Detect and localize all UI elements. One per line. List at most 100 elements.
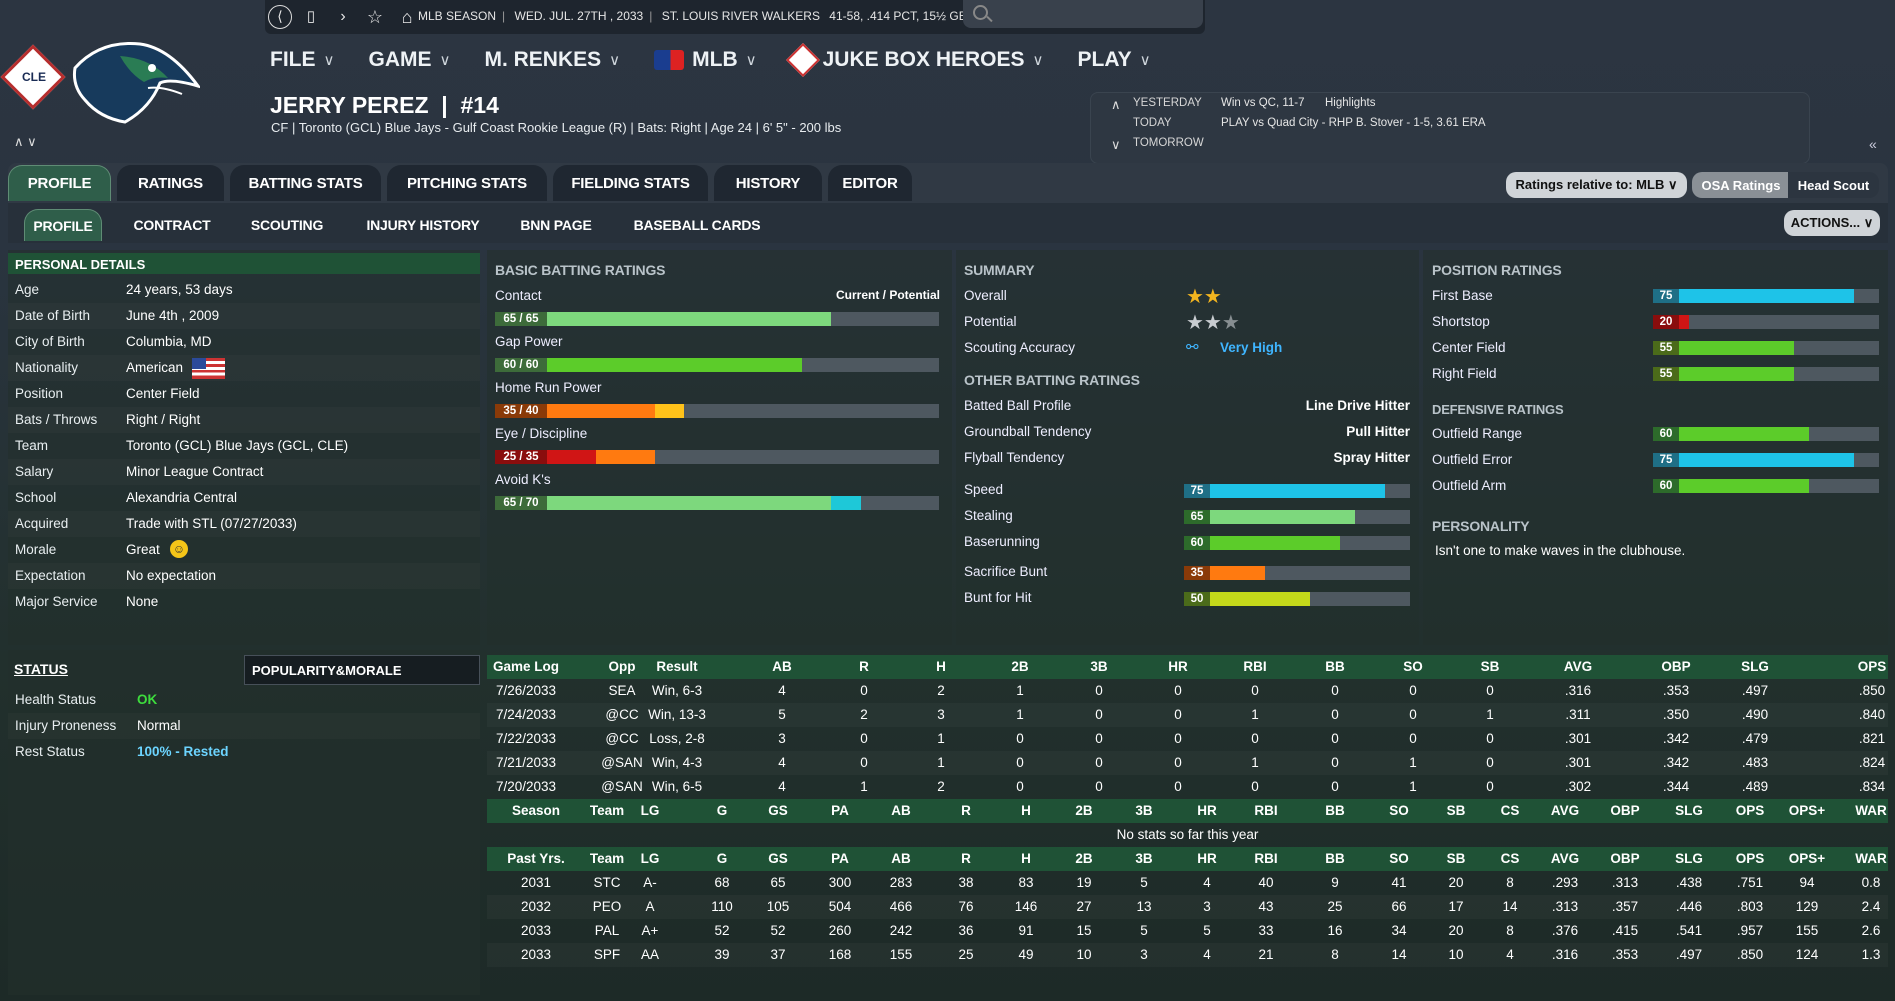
table-cell: 0 [860,755,868,770]
rating-bar [1210,592,1410,606]
subtab-injury-history[interactable]: INJURY HISTORY [366,217,480,233]
past-years-row: 2033 SPF AA 39 37 168 155 25 49 10 3 4 21 8 14 10 4.316.… [487,943,1888,967]
menu-game[interactable]: GAME ∨ [368,48,450,72]
menu-play[interactable]: PLAY ∨ [1078,48,1151,72]
home-icon[interactable]: ⌂ [401,7,413,27]
table-cell: H [936,659,946,674]
subtab-baseball-cards[interactable]: BASEBALL CARDS [633,217,761,233]
status-row: Rest Status 100% - Rested [8,739,480,765]
tab-ratings[interactable]: RATINGS [117,165,224,201]
table-cell: .490 [1741,707,1769,722]
current-fill [1210,536,1340,550]
page-icon[interactable]: ▯ [306,8,316,25]
table-cell: 168 [828,947,852,962]
subtab-bnn-page[interactable]: BNN PAGE [520,217,592,233]
table-cell: OBP [1610,851,1640,866]
personal-row: Morale Great [8,537,480,563]
rating-value: 20 [1653,315,1679,329]
table-cell: 19 [1076,875,1092,890]
search-input[interactable] [963,0,1203,28]
osa-ratings-button[interactable]: OSA Ratings [1692,172,1790,198]
personal-value: Center Field [126,386,200,401]
table-cell: .316 [1564,683,1592,698]
position-label: Right Field [1432,366,1497,381]
status-row: Injury Proneness Normal [8,713,480,739]
table-cell: .302 [1564,779,1592,794]
actions-dropdown[interactable]: ACTIONS... ∨ [1784,210,1880,236]
tab-fielding-stats[interactable]: FIELDING STATS [553,165,708,201]
table-cell: .824 [1858,755,1886,770]
popularity-morale-tab[interactable]: POPULARITY&MORALE [244,655,480,685]
star-icon[interactable]: ☆ [366,7,384,27]
batting-rating-name: Home Run Power [495,380,602,395]
table-cell: 0 [1331,731,1339,746]
table-cell: SO [1389,851,1409,866]
ratings-relative-dropdown[interactable]: Ratings relative to: MLB ∨ [1506,172,1687,198]
table-cell: 4 [778,755,786,770]
season-header: Season Team LG G GS PA AB R H 2B 3B HR RBI BB SO SB CS AV… [487,799,1888,823]
rating-bar [1679,367,1879,381]
table-cell: 0 [1016,755,1024,770]
table-cell: R [961,803,971,818]
table-cell: 7/20/2033 [495,779,557,794]
tab-profile[interactable]: PROFILE [8,165,111,201]
chevron-down-icon: ∨ [323,52,335,69]
today-game[interactable]: PLAY vs Quad City - RHP B. Stover - 1-5,… [1221,117,1486,129]
table-cell: 0.8 [1861,875,1881,890]
back-forward-icon[interactable]: ⟨ [268,5,292,29]
table-cell: .301 [1564,755,1592,770]
status-label: Rest Status [15,744,85,759]
subtab-contract[interactable]: CONTRACT [133,217,211,233]
tab-editor[interactable]: EDITOR [828,165,912,201]
menu-team[interactable]: JUKE BOX HEROES ∨ [785,43,1044,77]
arrow-down-icon[interactable]: ∨ [1111,137,1121,152]
head-scout-button[interactable]: Head Scout [1788,172,1879,198]
table-cell: 1 [1486,707,1494,722]
table-cell: 0 [1331,779,1339,794]
tab-pitching-stats[interactable]: PITCHING STATS [387,165,547,201]
menu-file[interactable]: FILE ∨ [270,48,334,72]
other-ratings-title: OTHER BATTING RATINGS [964,372,1140,388]
table-cell: 2B [1075,851,1093,866]
table-cell: 14 [1502,899,1518,914]
table-cell: AVG [1550,803,1580,818]
table-cell: Win, 6-5 [651,779,703,794]
table-cell: .342 [1662,731,1690,746]
table-cell: 1 [1016,707,1024,722]
main-menu: FILE ∨ GAME ∨ M. RENKES ∨ MLB ∨ JUKE BOX HER… [270,43,1185,77]
tab-history[interactable]: HISTORY [714,165,822,201]
collapse-panel-icon[interactable]: « [1869,136,1877,152]
tab-batting-stats[interactable]: BATTING STATS [230,165,381,201]
subtab-bar [8,203,1888,243]
personal-panel [8,250,480,645]
table-cell: 10 [1076,947,1092,962]
menu-game-label: GAME [368,48,432,71]
rating-value: 75 [1184,484,1210,498]
table-cell: @SAN [601,755,643,770]
table-cell: .489 [1741,779,1769,794]
table-cell: 76 [958,899,974,914]
subtab-profile[interactable]: PROFILE [24,209,102,241]
forward-icon[interactable]: › [340,8,346,25]
personal-label: Expectation [15,568,86,583]
status-header: STATUS [14,661,68,677]
table-cell: 49 [1018,947,1034,962]
yesterday-label: YESTERDAY [1133,97,1202,109]
current-fill [1210,510,1355,524]
rating-value: 35 / 40 [495,404,547,418]
table-cell: 7/24/2033 [495,707,557,722]
current-date: WED. JUL. 27TH , 2033 [514,9,644,23]
table-cell: 1 [1251,707,1259,722]
subtab-scouting[interactable]: SCOUTING [250,217,324,233]
arrow-up-icon[interactable]: ∧ [1111,97,1121,112]
highlights-link[interactable]: Highlights [1325,97,1376,109]
table-cell: LG [640,803,660,818]
current-fill [1679,341,1794,355]
table-cell: 10 [1448,947,1464,962]
defense-label: Outfield Arm [1432,478,1507,493]
menu-manager[interactable]: M. RENKES ∨ [484,48,620,72]
menu-mlb[interactable]: MLB ∨ [654,48,757,72]
collapse-arrows[interactable]: ∧ ∨ [14,134,37,149]
table-cell: RBI [1254,803,1278,818]
table-cell: Team [589,851,625,866]
